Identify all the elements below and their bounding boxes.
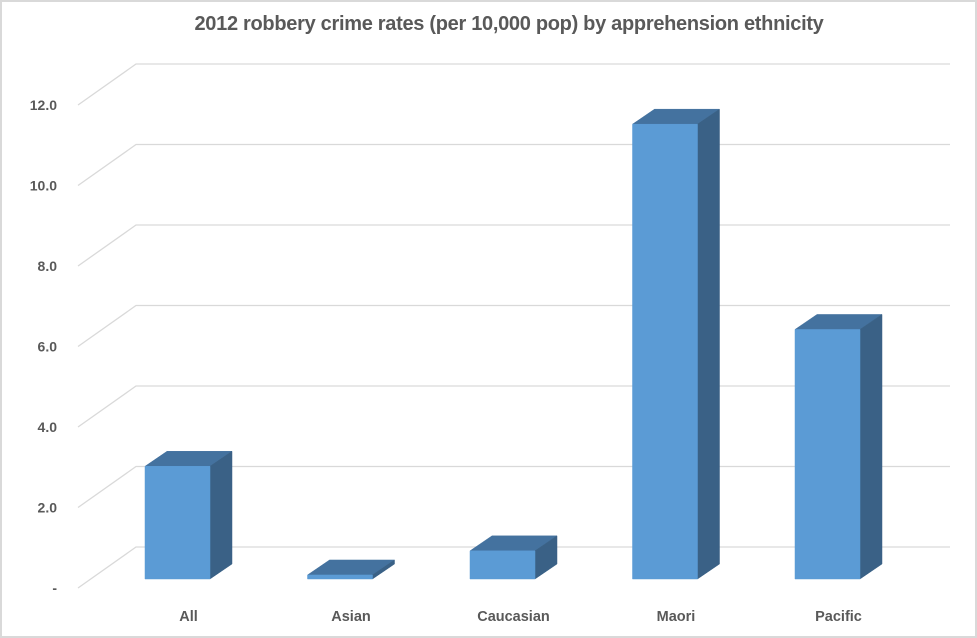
bar-front-face xyxy=(794,329,861,580)
y-tick-label-8: 8.0 xyxy=(38,258,58,274)
y-axis-tick-labels: - 2.0 4.0 6.0 8.0 10.0 12.0 xyxy=(30,97,58,596)
gridlines xyxy=(77,63,950,589)
y-tick-label-4: 4.0 xyxy=(38,419,58,435)
bar-series xyxy=(144,108,883,580)
bar-maori xyxy=(631,108,721,580)
gridline xyxy=(77,143,950,187)
bar-front-face xyxy=(144,466,211,580)
gridline xyxy=(77,224,950,267)
bar-side-face xyxy=(859,313,883,580)
x-axis-category-labels: All Asian Caucasian Maori Pacific xyxy=(179,609,862,625)
y-tick-label-2: 2.0 xyxy=(38,500,58,516)
y-tick-label-6: 6.0 xyxy=(38,339,58,355)
bar-front-face xyxy=(469,550,536,580)
bar-all xyxy=(144,450,233,580)
bar-asian xyxy=(306,559,396,580)
bar-front-face xyxy=(632,123,698,580)
x-category-label-caucasian: Caucasian xyxy=(477,609,550,625)
x-category-label-asian: Asian xyxy=(331,609,371,625)
bar-pacific xyxy=(794,313,883,580)
y-tick-label-12: 12.0 xyxy=(30,97,57,113)
y-tick-label-0: - xyxy=(52,580,57,596)
x-category-label-all: All xyxy=(179,609,198,625)
y-tick-label-10: 10.0 xyxy=(30,178,57,194)
x-category-label-pacific: Pacific xyxy=(815,609,862,625)
bar-side-face xyxy=(209,450,233,580)
x-category-label-maori: Maori xyxy=(657,609,696,625)
gridline xyxy=(77,63,950,106)
bar-caucasian xyxy=(469,535,558,580)
bar-front-face xyxy=(307,574,373,580)
bar-side-face xyxy=(697,108,720,580)
chart-title: 2012 robbery crime rates (per 10,000 pop… xyxy=(194,13,824,35)
